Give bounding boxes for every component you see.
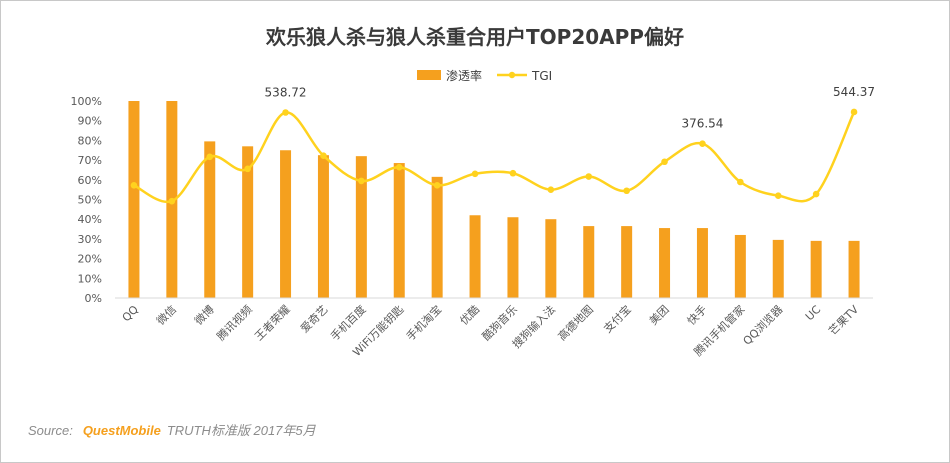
legend-swatch-marker (508, 71, 516, 79)
legend-label-bar: 渗透率 (446, 68, 482, 83)
y-tick-label: 100% (71, 95, 102, 108)
tgi-point (623, 187, 630, 195)
x-tick-label: 手机淘宝 (403, 302, 444, 343)
y-axis: 0% 10% 20% 30% 40% 50% 60% 70% 80% 90% 100% (71, 95, 102, 305)
tgi-point (358, 177, 365, 185)
source-prefix: Source: (28, 423, 73, 438)
bar (621, 226, 633, 298)
tgi-points (130, 108, 858, 205)
y-tick-label: 30% (78, 233, 102, 246)
y-tick-label: 40% (78, 213, 102, 226)
tgi-point (547, 186, 555, 193)
x-tick-label: 爱奇艺 (298, 303, 331, 336)
bar (128, 101, 140, 298)
tgi-point (850, 108, 858, 116)
tgi-point (168, 197, 176, 205)
x-tick-label: 芒果TV (826, 303, 861, 338)
annotations: 538.72 376.54 544.37 (265, 85, 876, 131)
data-label: 376.54 (681, 117, 723, 131)
tgi-point (699, 140, 706, 147)
x-tick-label: 王者荣耀 (252, 303, 292, 343)
source-note: Source: QuestMobile TRUTH标准版 2017年5月 (28, 420, 316, 439)
bar-series (128, 101, 860, 298)
x-tick-label: 优酷 (457, 303, 482, 328)
tgi-line (133, 111, 856, 204)
x-tick-label: QQ (120, 303, 142, 325)
bar (393, 163, 405, 298)
tgi-point (282, 109, 289, 116)
tgi-point (433, 181, 441, 189)
bar (696, 228, 708, 298)
source-suffix: TRUTH标准版 2017年5月 (166, 423, 316, 438)
bar (355, 156, 367, 298)
bar (431, 176, 443, 298)
bar (469, 215, 481, 298)
bar (280, 150, 292, 298)
x-tick-label: 高德地图 (555, 302, 596, 343)
bar (317, 155, 329, 298)
y-tick-label: 20% (78, 253, 102, 266)
legend-label-line: TGI (531, 69, 552, 83)
y-tick-label: 0% (85, 292, 102, 305)
bar (204, 141, 216, 298)
tgi-point (395, 163, 403, 171)
bar (507, 217, 519, 298)
tgi-point (130, 181, 138, 189)
data-label: 544.37 (833, 85, 875, 99)
tgi-point (812, 190, 820, 198)
y-tick-label: 60% (78, 174, 102, 187)
source-brand: QuestMobile (82, 423, 161, 438)
tgi-point (585, 173, 593, 180)
x-tick-label: 支付宝 (601, 302, 634, 335)
bar (734, 234, 746, 298)
chart-title: 欢乐狼人杀与狼人杀重合用户TOP20APP偏好 (265, 25, 684, 49)
x-tick-label: 微信 (154, 302, 179, 327)
x-tick-label: 美团 (647, 303, 672, 328)
x-tick-label: 微博 (191, 302, 216, 327)
bar (810, 240, 822, 298)
tgi-point (471, 170, 479, 178)
tgi-point (206, 153, 214, 161)
tgi-point (737, 178, 744, 186)
x-tick-label: UC (803, 303, 824, 324)
bar (242, 146, 254, 298)
bar (545, 219, 557, 298)
x-tick-label: QQ浏览器 (740, 302, 785, 347)
bar (583, 226, 595, 298)
bar (772, 239, 784, 298)
x-tick-label: 快手 (684, 302, 709, 327)
y-tick-label: 70% (78, 154, 102, 167)
x-tick-label: 腾讯视频 (214, 302, 255, 343)
y-tick-label: 50% (78, 194, 102, 207)
tgi-point (661, 158, 668, 166)
y-tick-label: 80% (78, 134, 102, 147)
legend: 渗透率 TGI (417, 68, 552, 83)
data-label: 538.72 (265, 85, 307, 99)
y-tick-label: 10% (78, 272, 102, 285)
y-tick-label: 90% (78, 115, 102, 128)
tgi-point (244, 165, 251, 173)
tgi-point (774, 192, 782, 199)
bar (848, 240, 860, 298)
tgi-point (320, 152, 327, 160)
tgi-point (509, 169, 517, 177)
bar (659, 228, 671, 298)
legend-swatch-bar (417, 70, 441, 80)
